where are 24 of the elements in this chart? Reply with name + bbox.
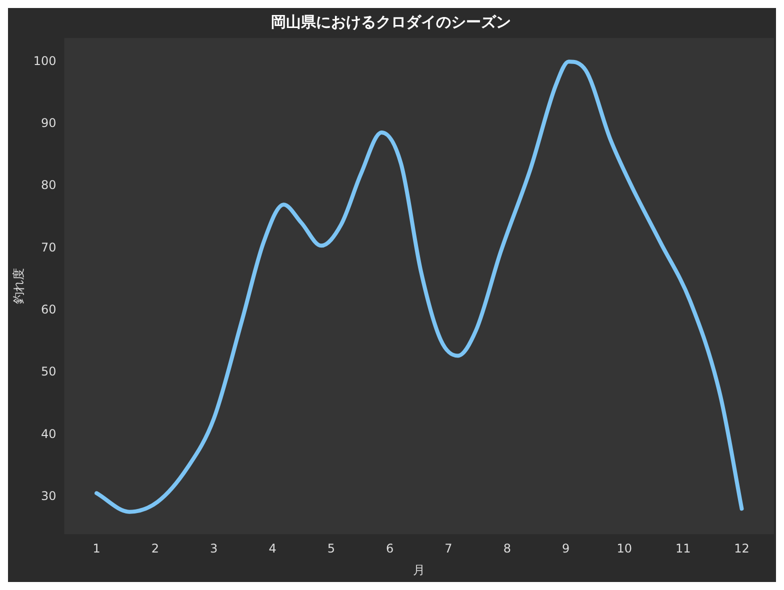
y-tick-label: 80 (41, 178, 56, 192)
x-tick-label: 2 (151, 542, 160, 556)
x-tick-label: 4 (268, 542, 276, 556)
line-series (94, 60, 744, 514)
x-tick-label: 12 (734, 542, 750, 556)
y-tick-label: 40 (41, 426, 56, 441)
y-tick-label: 30 (41, 489, 56, 504)
x-axis-title: 月 (413, 562, 426, 577)
chart-title: 岡山県におけるクロダイのシーズン (271, 12, 511, 31)
x-tick-label: 10 (616, 542, 632, 556)
x-tick-label: 3 (210, 542, 218, 556)
y-tick-label: 70 (41, 240, 56, 254)
x-tick-label: 6 (386, 542, 394, 556)
y-tick-label: 100 (33, 54, 56, 68)
x-tick-label: 1 (92, 542, 100, 556)
y-tick-label: 60 (41, 302, 56, 316)
x-tick-label: 8 (503, 542, 511, 556)
y-axis-title: 釣れ度 (11, 268, 26, 304)
y-tick-label: 90 (41, 116, 56, 130)
x-tick-label: 5 (327, 542, 335, 556)
x-tick-label: 11 (675, 542, 691, 556)
y-tick-label: 50 (41, 364, 56, 379)
x-tick-label: 7 (444, 542, 452, 556)
x-tick-label: 9 (562, 542, 570, 556)
